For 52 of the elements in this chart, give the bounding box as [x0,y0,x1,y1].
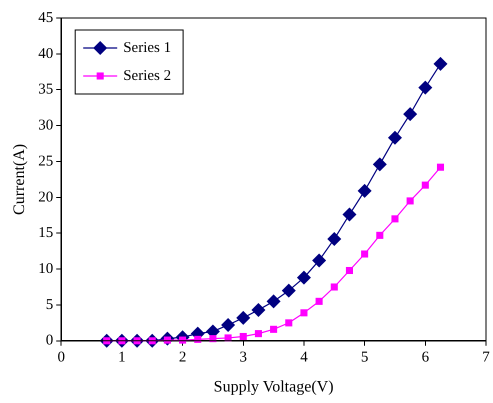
x-tick-label: 1 [118,350,126,366]
y-tick-label: 10 [38,261,54,278]
point [403,107,418,122]
y-tick-label: 35 [38,82,54,98]
legend-label: Series 2 [123,68,172,84]
point [418,80,432,95]
x-tick-label: 4 [300,350,308,366]
point [285,319,292,326]
y-axis-title: Current(A) [10,144,28,215]
point [388,130,402,145]
point [312,253,326,268]
point [254,330,262,338]
point [436,164,444,171]
point [422,182,429,189]
point [327,232,342,246]
x-tick-label: 7 [482,350,490,366]
x-tick-label: 6 [422,350,430,366]
point [251,302,266,317]
y-tick-label: 40 [38,46,54,62]
x-axis-title: Supply Voltage(V) [214,378,334,396]
y-tick-label: 25 [38,153,54,170]
point [240,332,247,340]
x-tick-label: 0 [57,350,65,366]
point [282,284,296,298]
y-tick-label: 5 [46,296,54,313]
y-tick-label: 45 [38,10,54,26]
y-tick-label: 30 [38,118,54,134]
y-tick-label: 20 [38,189,54,206]
x-tick-label: 3 [240,350,248,366]
point [376,232,384,239]
point [270,326,278,333]
point [316,298,323,305]
point [300,309,308,316]
point [358,184,372,198]
point [266,294,281,308]
point [391,215,399,222]
y-tick-label: 0 [46,332,54,349]
point [346,266,353,274]
point [406,197,414,204]
point [361,250,368,258]
point [342,208,356,222]
x-tick-label: 5 [360,350,368,366]
point [372,157,387,172]
point [236,310,250,325]
point [194,336,202,343]
point [221,318,236,332]
point [330,283,338,291]
point [433,56,448,71]
x-tick-label: 2 [178,350,186,366]
legend-label: Series 1 [123,40,172,56]
y-tick-label: 15 [38,225,54,242]
point [296,270,311,285]
